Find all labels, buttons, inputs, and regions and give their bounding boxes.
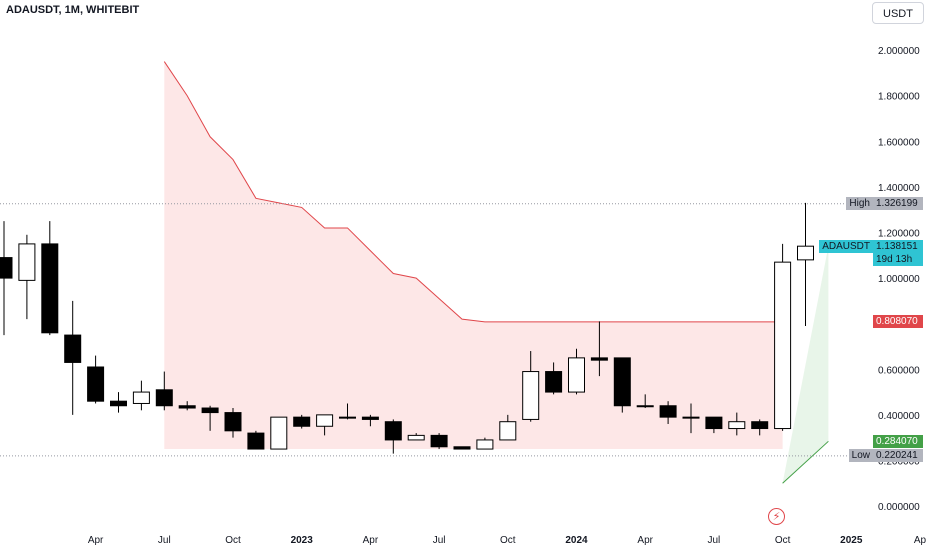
x-tick-label: Ap xyxy=(914,535,927,546)
y-tick-label: 1.000000 xyxy=(878,274,920,285)
x-tick-label: Apr xyxy=(637,535,653,546)
price-level-lines xyxy=(0,203,866,457)
x-tick-label: Oct xyxy=(500,535,516,546)
x-tick-label: Apr xyxy=(363,535,379,546)
candle-body xyxy=(132,391,150,404)
candle-body xyxy=(774,261,792,430)
y-tick-label: 0.000000 xyxy=(878,502,920,513)
candle-body xyxy=(0,257,13,279)
y-tick-label: 0.600000 xyxy=(878,365,920,376)
candle-body xyxy=(361,416,379,420)
candle-body xyxy=(201,407,219,414)
candle-body xyxy=(64,334,82,363)
high-value: 1.326199 xyxy=(873,197,923,211)
candle-body xyxy=(41,243,59,334)
candle-body xyxy=(522,371,540,420)
bar-countdown: 19d 13h xyxy=(873,253,923,267)
candle-body xyxy=(728,421,746,430)
support-area xyxy=(782,246,829,484)
candle-body xyxy=(682,416,700,419)
x-tick-label: Jul xyxy=(708,535,721,546)
chart-title: ADAUSDT, 1M, WHITEBIT xyxy=(6,4,140,16)
lightning-icon[interactable]: ⚡ xyxy=(768,508,785,525)
candle-body xyxy=(384,421,402,441)
x-tick-label: 2025 xyxy=(840,535,863,546)
candle-body xyxy=(247,432,265,450)
candle-body xyxy=(659,405,677,418)
candle-body xyxy=(499,421,517,441)
candle-body xyxy=(339,416,356,419)
candle-body xyxy=(568,357,585,393)
candle-body xyxy=(155,389,173,407)
candle-body xyxy=(87,366,105,402)
candle-body xyxy=(316,414,334,427)
resistance-line xyxy=(163,61,783,323)
x-tick-label: Jul xyxy=(158,535,171,546)
x-tick-label: Oct xyxy=(775,535,791,546)
y-tick-label: 0.400000 xyxy=(878,411,920,422)
y-tick-label: 1.600000 xyxy=(878,137,920,148)
candle-body xyxy=(636,405,654,408)
candle-body xyxy=(590,357,608,361)
candle-body xyxy=(453,446,471,450)
candle-body xyxy=(705,416,723,430)
low-value: 0.220241 xyxy=(873,449,923,463)
x-tick-label: 2024 xyxy=(565,535,588,546)
candle-body xyxy=(797,245,814,261)
currency-unit-selector[interactable]: USDT xyxy=(872,2,924,24)
x-tick-label: Jul xyxy=(433,535,446,546)
candle-body xyxy=(407,434,425,441)
candle-body xyxy=(751,421,769,430)
candles xyxy=(0,202,814,454)
x-tick-label: 2023 xyxy=(291,535,314,546)
candle-body xyxy=(270,416,288,450)
x-axis: Apr Jul Oct 2023 Apr Jul Oct 2024 Apr Jul Oct 2025 A… xyxy=(88,535,927,546)
symbol-label: ADAUSDT xyxy=(819,240,873,254)
y-tick-label: 1.800000 xyxy=(878,92,920,103)
support-value: 0.284070 xyxy=(873,434,923,448)
candle-body xyxy=(293,416,311,427)
candle-body xyxy=(18,243,36,281)
candle-body xyxy=(613,357,631,407)
y-tick-label: 1.400000 xyxy=(878,183,920,194)
current-price-value: 1.138151 xyxy=(873,240,923,254)
support-fill xyxy=(782,246,829,484)
candle-body xyxy=(430,434,448,448)
resistance-value: 0.808070 xyxy=(873,315,923,329)
y-tick-label: 1.200000 xyxy=(878,229,920,240)
candle-body xyxy=(178,405,196,409)
resistance-fill xyxy=(164,61,783,450)
x-tick-label: Apr xyxy=(88,535,104,546)
candle-body xyxy=(545,371,563,393)
low-label: Low xyxy=(848,449,873,463)
high-label: High xyxy=(846,197,873,211)
candle-body xyxy=(224,412,242,432)
candle-body xyxy=(110,400,127,407)
resistance-area xyxy=(163,61,783,450)
support-line xyxy=(782,440,829,484)
x-tick-label: Oct xyxy=(225,535,241,546)
candle-body xyxy=(476,439,494,450)
y-tick-label: 2.000000 xyxy=(878,46,920,57)
